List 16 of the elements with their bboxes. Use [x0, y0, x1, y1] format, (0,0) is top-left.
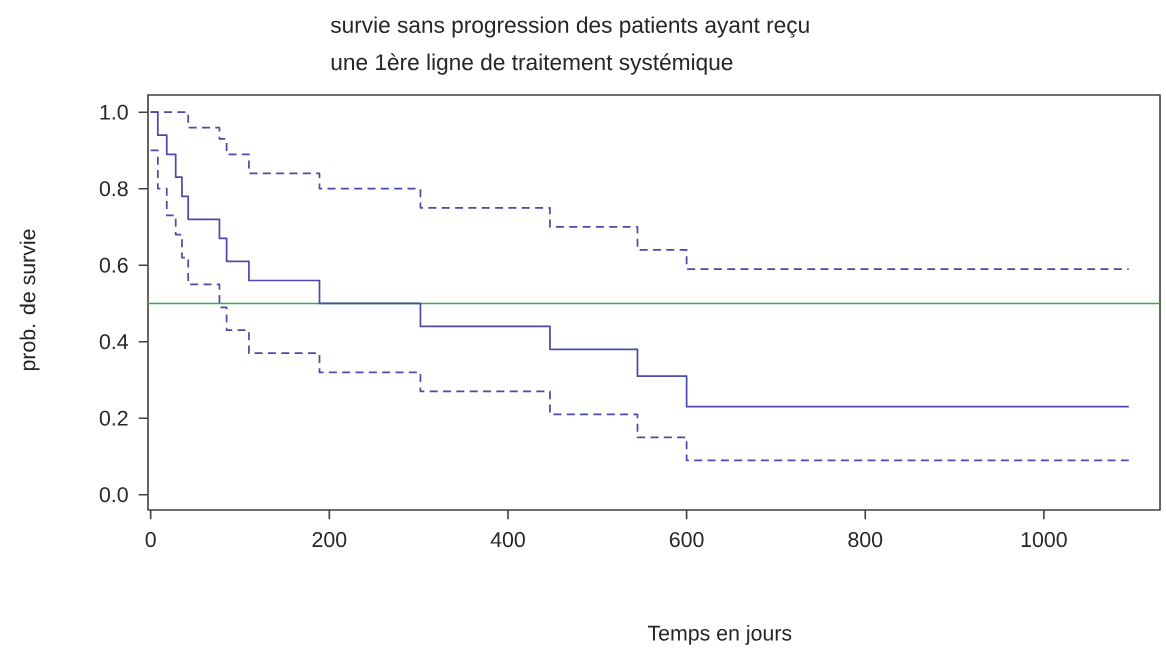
x-axis-title: Temps en jours: [647, 624, 792, 645]
x-tick-label: 0: [145, 532, 156, 548]
y-axis-title: prob. de survie: [19, 229, 40, 371]
x-tick-label: 1000: [1021, 532, 1067, 548]
y-tick-label: 0.2: [99, 410, 128, 426]
x-tick-label: 400: [490, 532, 525, 548]
y-tick-label: 1.0: [100, 104, 128, 120]
x-tick-label: 600: [669, 532, 704, 548]
x-tick-label: 200: [312, 532, 347, 548]
chart-title: survie sans progression des patients ayant reçu: [330, 16, 809, 38]
y-tick-label: 0.6: [99, 257, 128, 273]
y-tick-label: 0.0: [99, 487, 128, 503]
chart-subtitle: une 1ère ligne de traitement systémique: [331, 53, 733, 75]
x-tick-label: 800: [848, 532, 883, 548]
y-tick-label: 0.8: [99, 181, 128, 197]
y-tick-label: 0.4: [99, 334, 128, 350]
